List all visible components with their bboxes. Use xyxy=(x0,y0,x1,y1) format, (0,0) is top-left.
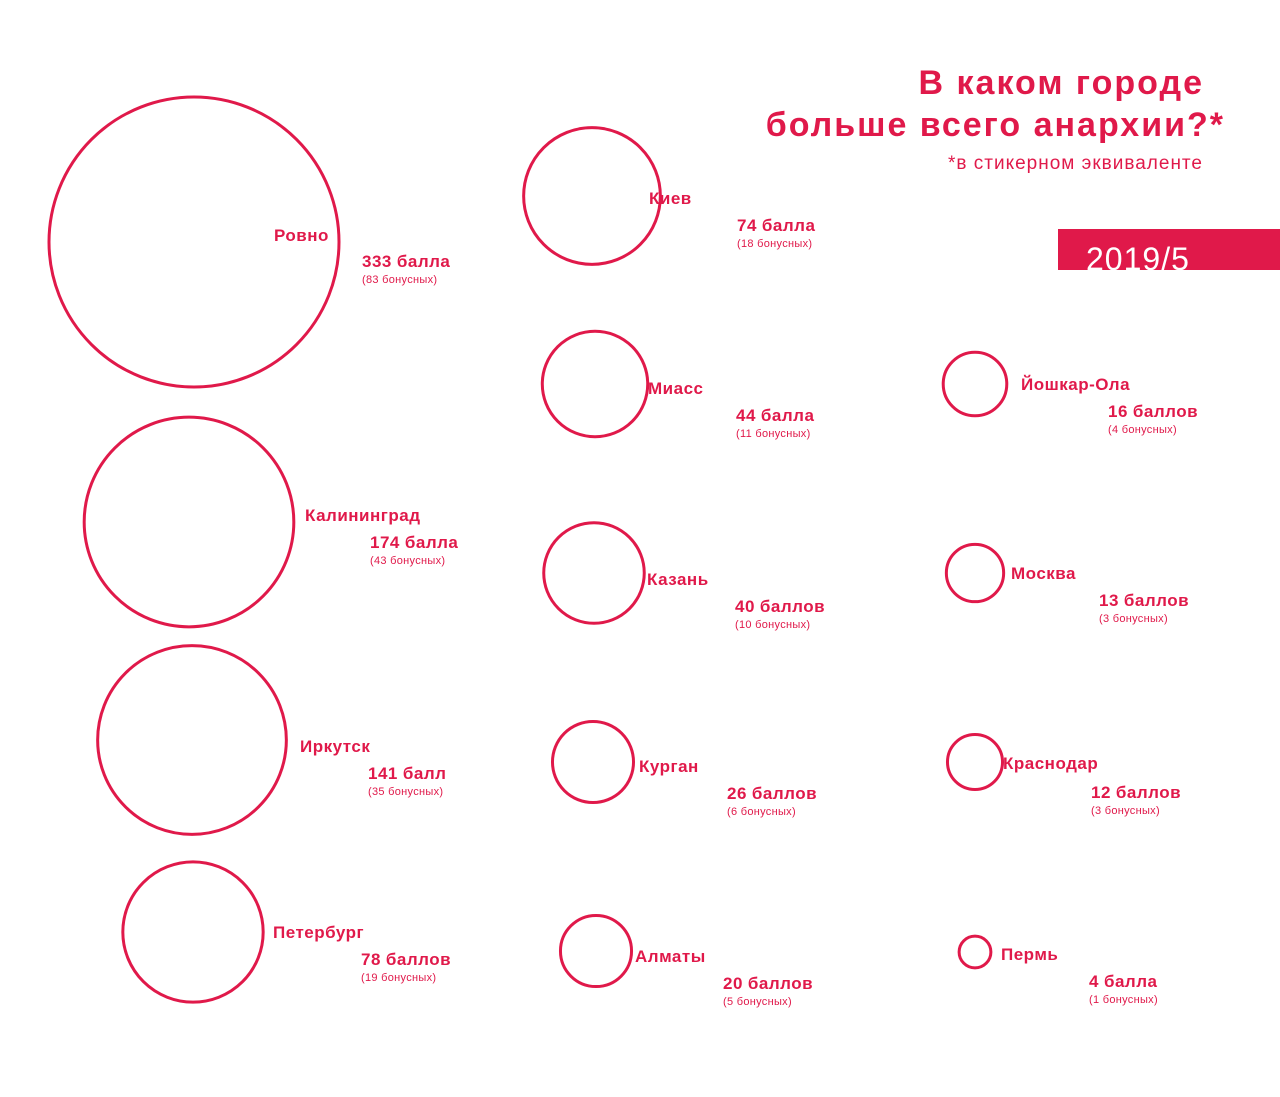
points-value: 174 xyxy=(370,533,400,552)
bonus-label: (4 бонусных) xyxy=(1108,424,1177,436)
points-unit: баллов xyxy=(1124,591,1189,610)
city-label: Киев xyxy=(649,189,692,208)
city-bubble xyxy=(945,732,1005,792)
points-unit: баллов xyxy=(760,597,825,616)
points-unit: баллов xyxy=(1116,783,1181,802)
chart-footnote: *в стикерном эквиваленте xyxy=(947,153,1203,174)
city-bubble xyxy=(540,329,650,439)
points-label: 74 балла xyxy=(737,216,815,235)
points-value: 40 xyxy=(735,597,755,616)
points-label: 40 баллов xyxy=(735,597,825,616)
points-value: 333 xyxy=(362,252,392,271)
city-bubble xyxy=(941,350,1009,418)
points-value: 12 xyxy=(1091,783,1111,802)
points-unit: балла xyxy=(1104,972,1158,991)
city-label: Краснодар xyxy=(1003,754,1098,773)
city-bubble-group: Алматы 20 баллов (5 бонусных) xyxy=(558,913,813,1008)
bonus-label: (18 бонусных) xyxy=(737,238,812,250)
city-label: Петербург xyxy=(273,923,364,942)
points-value: 78 xyxy=(361,950,381,969)
city-bubble xyxy=(944,542,1006,604)
city-bubble-group: Йошкар-Ола 16 баллов (4 бонусных) xyxy=(941,350,1198,436)
city-label: Ровно xyxy=(274,226,329,245)
points-unit: балла xyxy=(762,216,816,235)
issue-badge-label: 2019/5 xyxy=(1086,241,1190,270)
chart-title-line2: больше всего анархии?* xyxy=(765,106,1225,144)
issue-badge: 2019/5 xyxy=(1058,229,1280,270)
points-value: 74 xyxy=(737,216,757,235)
city-bubble-group: Казань 40 баллов (10 бонусных) xyxy=(542,521,825,631)
bonus-label: (3 бонусных) xyxy=(1099,613,1168,625)
city-bubble-group: Пермь 4 балла (1 бонусных) xyxy=(957,934,1158,1006)
chart-title-line1: В каком городе xyxy=(918,64,1204,102)
points-unit: балла xyxy=(397,252,451,271)
bonus-label: (43 бонусных) xyxy=(370,555,445,567)
bonus-label: (3 бонусных) xyxy=(1091,805,1160,817)
points-label: 78 баллов xyxy=(361,950,451,969)
points-value: 44 xyxy=(736,406,756,425)
points-label: 20 баллов xyxy=(723,974,813,993)
city-bubble xyxy=(542,521,646,625)
city-label: Москва xyxy=(1011,564,1076,583)
points-label: 12 баллов xyxy=(1091,783,1181,802)
city-bubble-group: Киев 74 балла (18 бонусных) xyxy=(522,126,815,266)
bonus-label: (35 бонусных) xyxy=(368,786,443,798)
city-bubble xyxy=(558,913,634,989)
points-label: 26 баллов xyxy=(727,784,817,803)
city-label: Миасс xyxy=(648,379,703,398)
bonus-label: (19 бонусных) xyxy=(361,972,436,984)
city-bubble-group: Петербург 78 баллов (19 бонусных) xyxy=(121,860,451,1004)
points-label: 4 балла xyxy=(1089,972,1158,991)
city-bubble xyxy=(522,126,662,266)
points-label: 174 балла xyxy=(370,533,458,552)
city-bubble xyxy=(957,934,993,970)
points-unit: баллов xyxy=(386,950,451,969)
points-label: 141 балл xyxy=(368,764,446,783)
city-bubble-group: Калининград 174 балла (43 бонусных) xyxy=(82,415,458,629)
city-label: Пермь xyxy=(1001,945,1058,964)
bonus-label: (6 бонусных) xyxy=(727,806,796,818)
points-label: 13 баллов xyxy=(1099,591,1189,610)
city-bubble xyxy=(550,719,636,805)
city-label: Иркутск xyxy=(300,737,370,756)
bonus-label: (83 бонусных) xyxy=(362,274,437,286)
points-label: 44 балла xyxy=(736,406,814,425)
points-value: 141 xyxy=(368,764,398,783)
bonus-label: (1 бонусных) xyxy=(1089,994,1158,1006)
points-value: 16 xyxy=(1108,402,1128,421)
city-bubble-group: Краснодар 12 баллов (3 бонусных) xyxy=(945,732,1181,817)
city-label: Калининград xyxy=(305,506,421,525)
points-unit: балла xyxy=(761,406,815,425)
points-unit: баллов xyxy=(1133,402,1198,421)
points-unit: балл xyxy=(403,764,447,783)
city-bubble xyxy=(121,860,265,1004)
city-bubble-group: Москва 13 баллов (3 бонусных) xyxy=(944,542,1189,625)
points-label: 16 баллов xyxy=(1108,402,1198,421)
bonus-label: (10 бонусных) xyxy=(735,619,810,631)
city-bubble-group: Иркутск 141 балл (35 бонусных) xyxy=(96,644,446,836)
city-label: Алматы xyxy=(635,947,706,966)
bonus-label: (5 бонусных) xyxy=(723,996,792,1008)
bonus-label: (11 бонусных) xyxy=(736,428,811,440)
city-bubble-group: Курган 26 баллов (6 бонусных) xyxy=(550,719,817,818)
points-value: 26 xyxy=(727,784,747,803)
city-bubble-group: Ровно 333 балла (83 бонусных) xyxy=(47,95,450,389)
city-bubble xyxy=(96,644,288,836)
points-value: 20 xyxy=(723,974,743,993)
city-label: Йошкар-Ола xyxy=(1021,375,1130,394)
points-label: 333 балла xyxy=(362,252,450,271)
city-label: Казань xyxy=(647,570,709,589)
points-unit: баллов xyxy=(752,784,817,803)
points-value: 4 xyxy=(1089,972,1099,991)
points-value: 13 xyxy=(1099,591,1119,610)
points-unit: балла xyxy=(405,533,459,552)
points-unit: баллов xyxy=(748,974,813,993)
city-bubble xyxy=(82,415,296,629)
city-bubble-group: Миасс 44 балла (11 бонусных) xyxy=(540,329,814,440)
city-label: Курган xyxy=(639,757,699,776)
city-bubble xyxy=(47,95,341,389)
